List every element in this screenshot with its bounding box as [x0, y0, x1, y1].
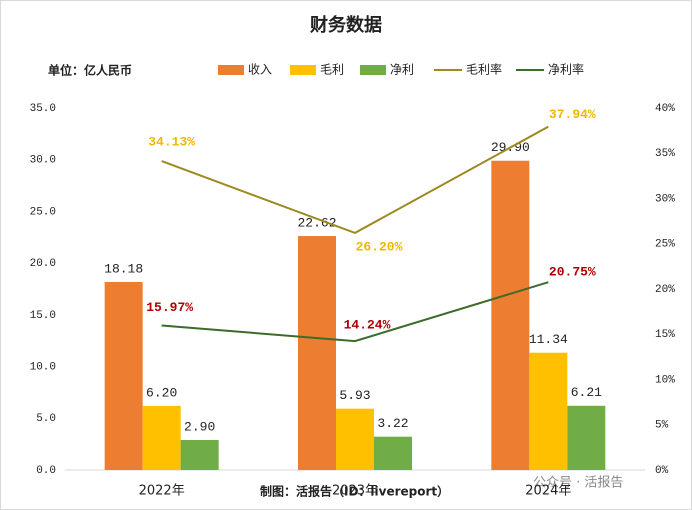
bar-value-label: 6.21 [571, 385, 602, 400]
bar-value-label: 18.18 [104, 261, 143, 276]
x-tick-label: 2024年 [525, 484, 571, 499]
bar [104, 281, 143, 470]
y-tick-label: 15.0 [30, 310, 56, 322]
y2-tick-label: 15% [655, 329, 675, 341]
footer: 制图：活报告（ID：livereport） [260, 484, 449, 499]
line-series [161, 281, 549, 343]
chart-title: 财务数据 [310, 14, 382, 36]
y-tick-label: 5.0 [36, 413, 56, 425]
x-tick-label: 2023年 [332, 484, 378, 499]
bar [567, 405, 606, 470]
line-series [161, 125, 549, 234]
legend-label: 净利 [390, 63, 414, 77]
legend-label: 净利率 [548, 62, 584, 77]
y2-tick-label: 0% [655, 465, 669, 477]
legend-label: 收入 [248, 63, 272, 77]
line-value-label: 14.24% [344, 318, 391, 333]
y-tick-label: 20.0 [30, 258, 56, 270]
y-tick-label: 10.0 [30, 361, 56, 373]
bar-value-label: 2.90 [184, 419, 215, 434]
y2-tick-label: 30% [655, 193, 675, 205]
y-tick-label: 35.0 [30, 103, 56, 115]
y2-tick-label: 35% [655, 148, 675, 160]
bar [491, 160, 530, 470]
legend-label: 毛利率 [466, 62, 502, 77]
bar-value-label: 6.20 [146, 385, 177, 400]
x-tick-label: 2022年 [139, 484, 185, 499]
legend-swatch [290, 65, 316, 75]
y2-tick-label: 20% [655, 284, 675, 296]
y2-tick-label: 25% [655, 239, 675, 251]
y-tick-label: 0.0 [36, 465, 56, 477]
bar [374, 436, 412, 470]
line-value-label: 37.94% [549, 107, 596, 122]
bar [142, 405, 181, 470]
bar [180, 440, 219, 470]
y-tick-label: 25.0 [30, 206, 56, 218]
bar-value-label: 3.22 [377, 416, 408, 431]
line-value-label: 26.20% [356, 239, 403, 254]
legend-swatch [218, 65, 244, 75]
bar [298, 236, 336, 470]
y2-tick-label: 40% [655, 103, 675, 115]
line-value-label: 20.75% [549, 265, 596, 280]
bar-value-label: 5.93 [339, 388, 370, 403]
y2-tick-label: 5% [655, 420, 669, 432]
legend-swatch [360, 65, 386, 75]
line-value-label: 34.13% [148, 135, 195, 150]
line-value-label: 15.97% [146, 300, 193, 315]
y2-tick-label: 10% [655, 374, 675, 386]
unit-label: 单位：亿人民币 [48, 63, 132, 78]
bar-value-label: 11.34 [529, 332, 568, 347]
legend-label: 毛利 [320, 63, 344, 77]
bar-value-label: 22.62 [297, 215, 336, 230]
y-tick-label: 30.0 [30, 155, 56, 167]
watermark: 公众号 · 活报告 [533, 476, 623, 491]
bar [336, 408, 374, 470]
bar [529, 352, 568, 470]
